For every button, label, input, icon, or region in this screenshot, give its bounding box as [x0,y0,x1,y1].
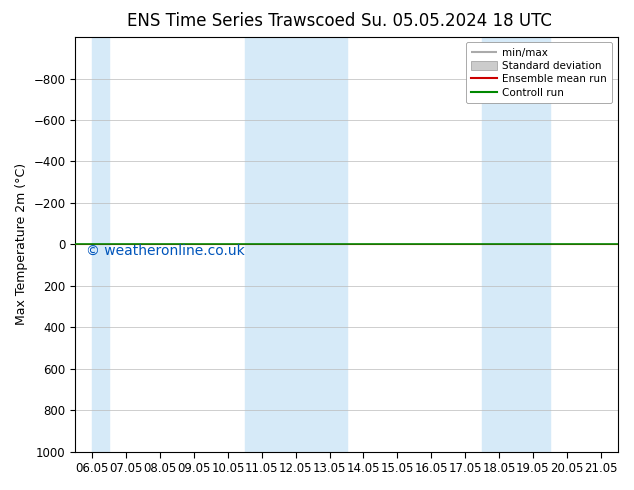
Bar [482,37,550,452]
Bar [93,37,109,452]
Text: ENS Time Series Trawscoed: ENS Time Series Trawscoed [127,12,355,30]
Y-axis label: Max Temperature 2m (°C): Max Temperature 2m (°C) [15,163,28,325]
Text: Su. 05.05.2024 18 UTC: Su. 05.05.2024 18 UTC [361,12,552,30]
Bar [245,37,347,452]
Legend: min/max, Standard deviation, Ensemble mean run, Controll run: min/max, Standard deviation, Ensemble me… [466,42,612,103]
Text: © weatheronline.co.uk: © weatheronline.co.uk [86,244,245,258]
